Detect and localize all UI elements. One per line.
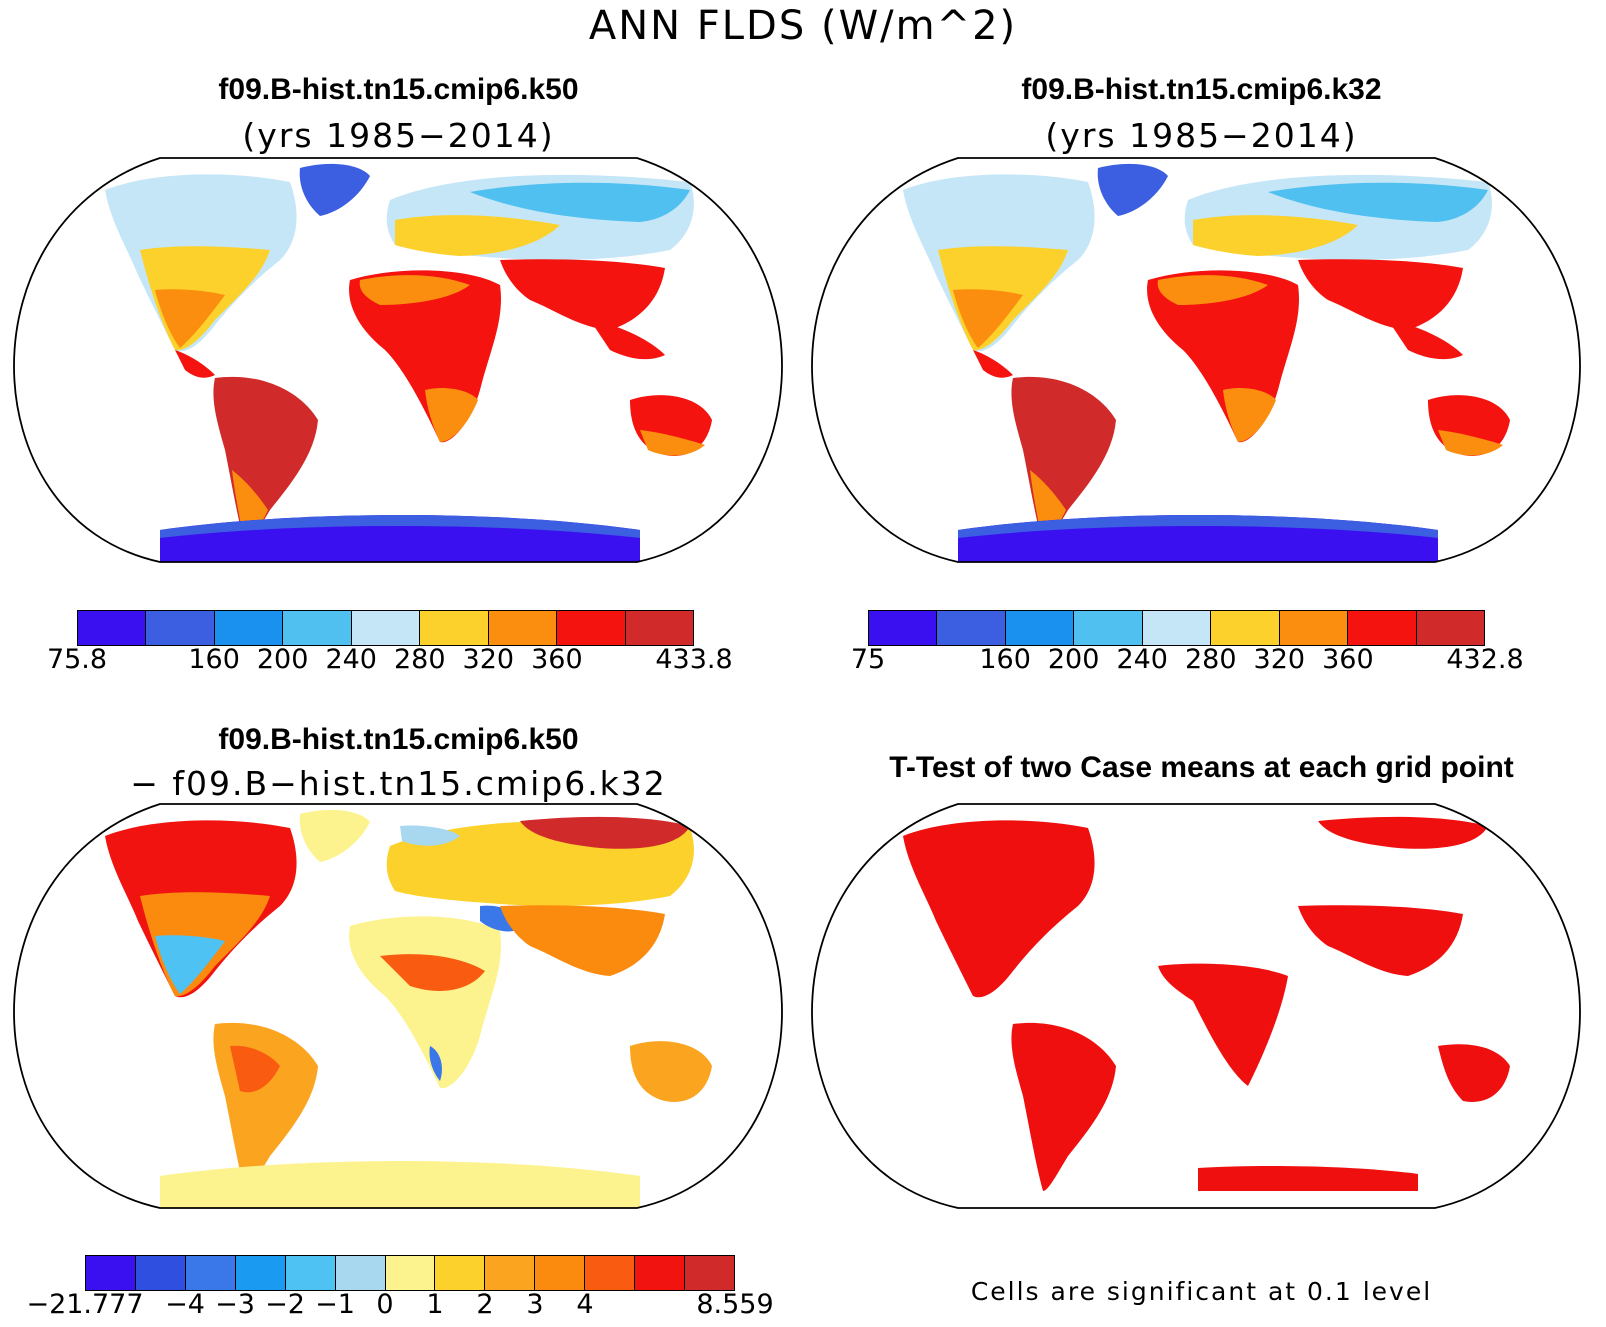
colorbar-k50-label: 240: [325, 644, 377, 675]
colorbar-k32: [868, 610, 1485, 646]
colorbar-k32-label: 432.8: [1446, 644, 1524, 675]
colorbar-k32-label: 360: [1322, 644, 1374, 675]
colorbar-k50-label: 320: [462, 644, 515, 675]
panel-k50-title: f09.B-hist.tn15.cmip6.k50: [218, 73, 579, 106]
figure-title: ANN FLDS (W/m^2): [588, 3, 1018, 49]
colorbar-k50-labels: 75.8 160 200 240 280 320 360 433.8: [47, 636, 733, 675]
colorbar-k32-segment: [1279, 611, 1349, 645]
colorbar-diff-segment: [435, 1256, 486, 1290]
map-k50: [13, 157, 783, 563]
colorbar-k32-segment: [1142, 611, 1212, 645]
panel-diff-title: f09.B-hist.tn15.cmip6.k50: [218, 723, 579, 756]
colorbar-diff-label: −4: [165, 1289, 205, 1320]
colorbar-k50-segment: [420, 611, 489, 645]
colorbar-k32-label: 200: [1047, 644, 1100, 675]
colorbar-k32-segment: [937, 611, 1006, 645]
colorbar-k50: [77, 610, 694, 646]
panel-k32-subtitle: (yrs 1985−2014): [1045, 116, 1358, 155]
panel-k50-subtitle: (yrs 1985−2014): [242, 116, 555, 155]
colorbar-k50-segment: [351, 611, 421, 645]
panel-ttest-title: T-Test of two Case means at each grid po…: [889, 751, 1514, 784]
colorbar-k32-segment: [869, 611, 938, 645]
colorbar-diff-label: −2: [265, 1289, 305, 1320]
colorbar-diff-segment: [285, 1256, 336, 1290]
colorbar-k50-segment: [283, 611, 352, 645]
panel-diff-subtitle: − f09.B−hist.tn15.cmip6.k32: [130, 764, 667, 803]
colorbar-k32-segment: [1348, 611, 1417, 645]
colorbar-diff: [85, 1255, 735, 1291]
colorbar-k32-segment: [1005, 611, 1075, 645]
colorbar-diff-segment: [635, 1256, 686, 1290]
colorbar-k32-labels: 75 160 200 240 280 320 360 432.8: [851, 636, 1524, 675]
colorbar-k50-segment: [488, 611, 558, 645]
colorbar-k32-segment: [1211, 611, 1280, 645]
colorbar-k50-label: 360: [531, 644, 583, 675]
colorbar-k50-label: 433.8: [655, 644, 733, 675]
colorbar-k32-label: 320: [1253, 644, 1306, 675]
colorbar-k50-segment: [146, 611, 215, 645]
colorbar-k50-label: 280: [393, 644, 446, 675]
colorbar-k50-segment: [78, 611, 147, 645]
colorbar-diff-segment: [585, 1256, 636, 1290]
colorbar-diff-segment: [685, 1256, 734, 1290]
colorbar-diff-labels: −21.777 −4 −3 −2 −1 0 1 2 3 4 8.559: [26, 1281, 773, 1320]
colorbar-diff-segment: [485, 1256, 536, 1290]
colorbar-k32-label: 280: [1184, 644, 1237, 675]
colorbar-k50-label: 160: [188, 644, 240, 675]
colorbar-k32-segment: [1416, 611, 1484, 645]
colorbar-diff-label: 4: [576, 1289, 594, 1320]
colorbar-diff-label: −1: [315, 1289, 355, 1320]
map-ttest: [811, 803, 1581, 1209]
colorbar-k50-label: 75.8: [46, 644, 108, 675]
colorbar-k50-segment: [214, 611, 284, 645]
colorbar-diff-label: 8.559: [696, 1289, 774, 1320]
map-k32: [811, 157, 1581, 563]
colorbar-k32-label: 160: [979, 644, 1031, 675]
colorbar-diff-label: 0: [376, 1289, 394, 1320]
colorbar-diff-segment: [235, 1256, 286, 1290]
colorbar-k32-segment: [1074, 611, 1143, 645]
colorbar-k50-segment: [625, 611, 693, 645]
ttest-note: Cells are significant at 0.1 level: [970, 1277, 1433, 1306]
colorbar-k32-label: 75: [850, 644, 886, 675]
colorbar-diff-segment: [185, 1256, 236, 1290]
map-diff: [13, 803, 783, 1209]
colorbar-k32-label: 240: [1116, 644, 1168, 675]
colorbar-diff-segment: [335, 1256, 386, 1290]
colorbar-k50-label: 200: [256, 644, 309, 675]
colorbar-diff-label: 1: [426, 1289, 444, 1320]
colorbar-diff-segment: [86, 1256, 136, 1290]
colorbar-k50-segment: [557, 611, 626, 645]
colorbar-diff-segment: [385, 1256, 436, 1290]
colorbar-diff-label: −3: [215, 1289, 255, 1320]
colorbar-diff-segment: [535, 1256, 586, 1290]
panel-k32-title: f09.B-hist.tn15.cmip6.k32: [1021, 73, 1382, 106]
colorbar-diff-label: −21.777: [26, 1289, 144, 1320]
colorbar-diff-label: 3: [526, 1289, 544, 1320]
colorbar-diff-segment: [135, 1256, 186, 1290]
greenland: [299, 163, 370, 216]
colorbar-diff-label: 2: [476, 1289, 494, 1320]
